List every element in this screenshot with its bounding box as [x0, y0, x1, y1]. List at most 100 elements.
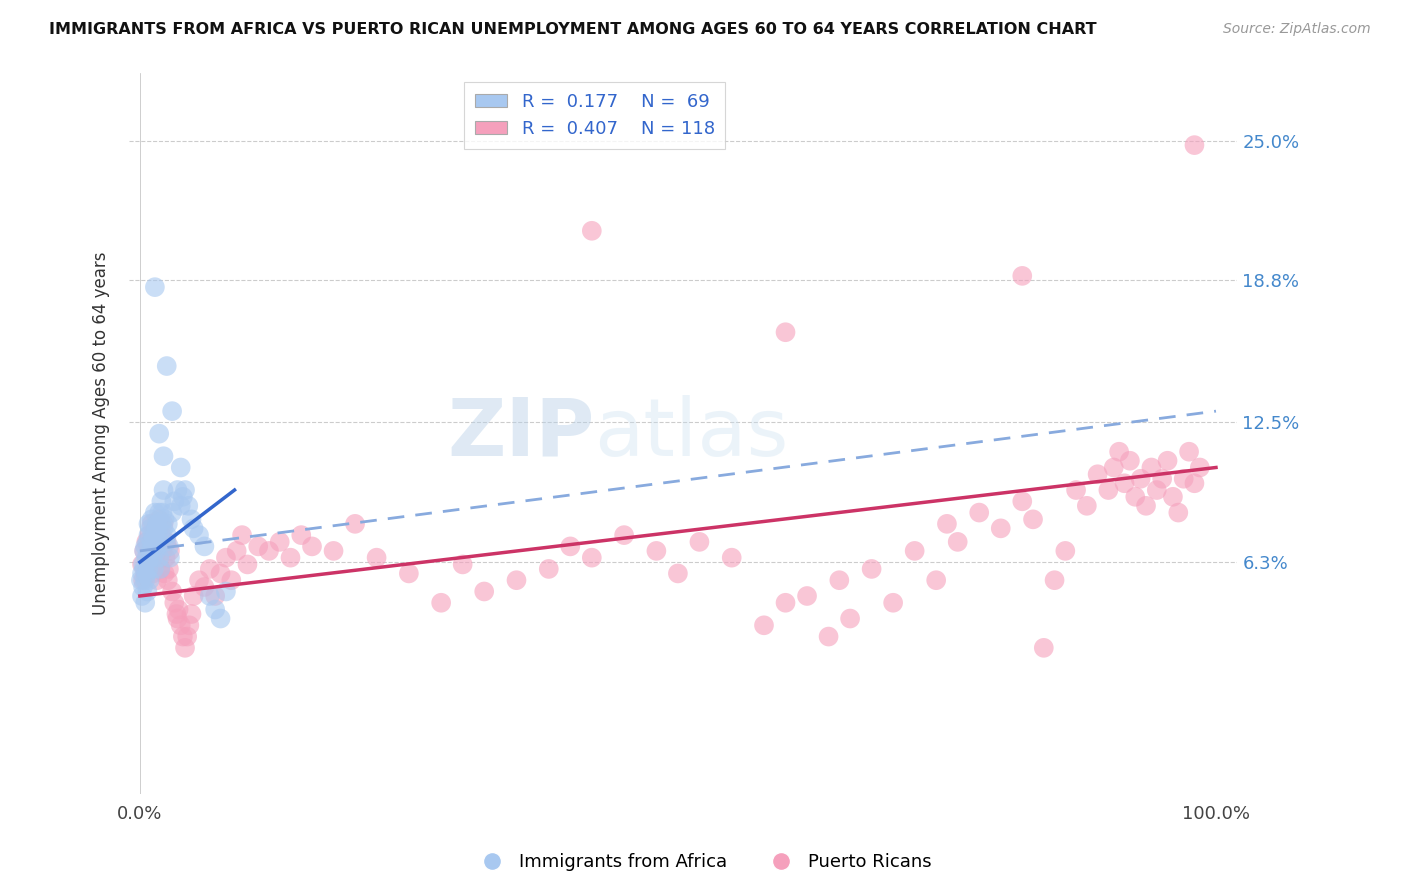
Point	[990, 521, 1012, 535]
Point	[134, 596, 156, 610]
Point	[131, 566, 153, 581]
Point	[156, 534, 179, 549]
Point	[236, 558, 259, 572]
Point	[1032, 640, 1054, 655]
Point	[163, 494, 186, 508]
Point	[139, 521, 162, 535]
Point	[136, 534, 159, 549]
Point	[1167, 506, 1189, 520]
Point	[188, 528, 211, 542]
Point	[134, 540, 156, 554]
Point	[451, 558, 474, 572]
Point	[904, 544, 927, 558]
Y-axis label: Unemployment Among Ages 60 to 64 years: Unemployment Among Ages 60 to 64 years	[93, 252, 110, 615]
Point	[131, 558, 153, 572]
Point	[135, 566, 157, 581]
Point	[925, 573, 948, 587]
Point	[132, 573, 155, 587]
Point	[688, 534, 710, 549]
Point	[775, 596, 797, 610]
Point	[141, 534, 163, 549]
Point	[1123, 490, 1146, 504]
Point	[839, 611, 862, 625]
Point	[160, 506, 183, 520]
Point	[142, 562, 165, 576]
Point	[193, 540, 215, 554]
Point	[581, 224, 603, 238]
Text: atlas: atlas	[595, 394, 789, 473]
Point	[170, 499, 193, 513]
Point	[209, 611, 232, 625]
Point	[1184, 476, 1206, 491]
Point	[143, 506, 166, 520]
Point	[129, 573, 152, 587]
Point	[163, 596, 186, 610]
Point	[159, 544, 181, 558]
Point	[174, 640, 197, 655]
Point	[136, 550, 159, 565]
Point	[1054, 544, 1077, 558]
Point	[322, 544, 344, 558]
Point	[775, 325, 797, 339]
Point	[1129, 472, 1152, 486]
Point	[152, 506, 174, 520]
Point	[344, 516, 367, 531]
Point	[967, 506, 990, 520]
Point	[165, 607, 187, 621]
Point	[1022, 512, 1045, 526]
Point	[132, 558, 155, 572]
Point	[142, 540, 165, 554]
Point	[1146, 483, 1168, 497]
Point	[143, 528, 166, 542]
Point	[157, 562, 180, 576]
Point	[179, 618, 201, 632]
Point	[143, 550, 166, 565]
Point	[149, 562, 172, 576]
Point	[828, 573, 851, 587]
Point	[145, 544, 167, 558]
Point	[152, 544, 174, 558]
Point	[156, 528, 179, 542]
Point	[225, 544, 247, 558]
Point	[157, 540, 180, 554]
Point	[231, 528, 253, 542]
Point	[176, 630, 198, 644]
Point	[139, 544, 162, 558]
Point	[215, 584, 238, 599]
Point	[1152, 472, 1174, 486]
Point	[149, 562, 172, 576]
Point	[172, 630, 194, 644]
Point	[142, 566, 165, 581]
Point	[141, 516, 163, 531]
Point	[1140, 460, 1163, 475]
Point	[134, 544, 156, 558]
Point	[160, 584, 183, 599]
Point	[188, 573, 211, 587]
Point	[167, 602, 190, 616]
Point	[645, 544, 668, 558]
Point	[150, 516, 173, 531]
Point	[141, 512, 163, 526]
Point	[666, 566, 689, 581]
Point	[138, 573, 160, 587]
Point	[138, 562, 160, 576]
Point	[138, 550, 160, 565]
Point	[1178, 444, 1201, 458]
Point	[142, 528, 165, 542]
Point	[132, 580, 155, 594]
Point	[204, 589, 226, 603]
Point	[142, 550, 165, 565]
Point	[145, 521, 167, 535]
Point	[1114, 476, 1136, 491]
Point	[198, 562, 221, 576]
Point	[1102, 460, 1125, 475]
Point	[752, 618, 775, 632]
Point	[152, 521, 174, 535]
Point	[138, 528, 160, 542]
Point	[160, 404, 183, 418]
Point	[156, 359, 179, 373]
Point	[1043, 573, 1066, 587]
Point	[505, 573, 527, 587]
Legend: R =  0.177    N =  69, R =  0.407    N = 118: R = 0.177 N = 69, R = 0.407 N = 118	[464, 82, 725, 149]
Point	[145, 521, 167, 535]
